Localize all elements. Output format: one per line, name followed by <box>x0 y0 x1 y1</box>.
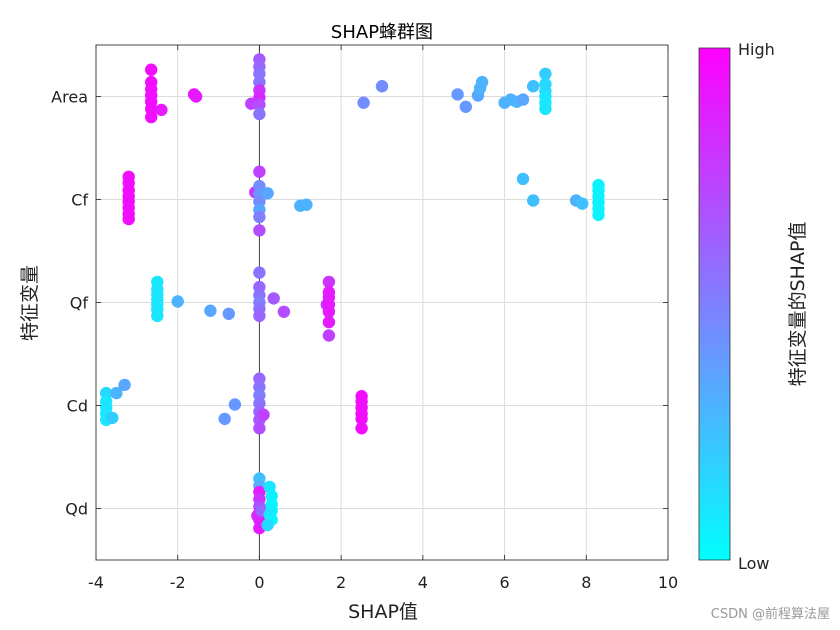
point-qf <box>322 315 336 329</box>
y-tick-label: Qf <box>70 294 89 313</box>
colorbar-high-label: High <box>738 40 775 59</box>
x-tick-label: -4 <box>88 573 104 592</box>
point-qf <box>253 266 266 279</box>
point-area <box>516 93 530 106</box>
x-axis-label: SHAP值 <box>348 601 418 623</box>
point-area <box>357 96 370 109</box>
point-cd <box>106 411 119 425</box>
point-cd <box>257 408 270 421</box>
point-cf <box>576 197 589 210</box>
point-cd <box>253 422 266 435</box>
point-cd <box>228 398 242 411</box>
series-cd <box>100 372 368 435</box>
x-tick-label: -2 <box>170 573 186 592</box>
y-tick-label: Area <box>51 88 88 107</box>
point-area <box>539 102 552 116</box>
point-cd <box>355 422 368 435</box>
point-cf <box>300 198 313 211</box>
point-cf <box>527 194 540 207</box>
series-qd <box>251 472 278 535</box>
point-area <box>189 90 203 103</box>
point-cf <box>516 172 530 186</box>
point-cd <box>118 378 131 392</box>
point-area <box>539 67 552 81</box>
point-cf <box>253 165 266 178</box>
series-qf <box>151 266 336 342</box>
point-area <box>459 100 472 114</box>
point-area <box>451 88 464 101</box>
colorbar-low-label: Low <box>738 554 770 573</box>
x-tick-label: 0 <box>254 573 264 592</box>
point-area <box>253 98 266 111</box>
point-cf <box>592 208 605 222</box>
point-area <box>475 75 489 89</box>
point-cf <box>253 224 266 237</box>
point-qf <box>267 292 280 305</box>
point-qf <box>277 305 291 318</box>
point-cd <box>110 386 123 400</box>
series-area <box>145 53 552 124</box>
chart-title: SHAP蜂群图 <box>331 22 433 43</box>
y-tick-label: Cd <box>67 397 88 416</box>
plot-area <box>95 44 669 561</box>
colorbar: High Low 特征变量的SHAP值 <box>698 40 809 573</box>
y-axis-ticks: Area Cf Qf Cd Qd <box>51 88 668 519</box>
y-axis-label: 特征变量 <box>19 265 41 341</box>
point-cf <box>253 210 266 224</box>
x-tick-label: 4 <box>418 573 428 592</box>
point-area <box>155 103 168 117</box>
point-qf <box>322 275 336 289</box>
point-cf <box>122 212 135 226</box>
watermark: CSDN @前程算法屋 <box>711 606 830 622</box>
x-tick-label: 2 <box>336 573 346 592</box>
x-tick-label: 10 <box>658 573 678 592</box>
point-qf <box>204 304 217 317</box>
point-cd <box>355 412 368 426</box>
point-qf <box>322 329 336 342</box>
point-qd <box>261 518 274 532</box>
point-area <box>145 110 158 124</box>
point-qf <box>322 305 336 318</box>
x-axis-ticks: -4 -2 0 2 4 6 8 10 <box>88 45 678 592</box>
point-qf <box>171 295 184 308</box>
colorbar-gradient <box>698 47 731 561</box>
x-tick-label: 8 <box>581 573 591 592</box>
point-qf <box>151 309 164 323</box>
point-qf <box>222 307 235 320</box>
y-tick-label: Cf <box>71 191 88 210</box>
point-qf <box>253 309 266 323</box>
y-tick-label: Qd <box>65 500 88 519</box>
series-cf <box>122 165 605 237</box>
point-area <box>527 80 540 93</box>
point-area <box>145 63 158 76</box>
point-cd <box>218 412 231 426</box>
point-area <box>375 80 389 93</box>
point-area <box>253 107 266 121</box>
colorbar-title: 特征变量的SHAP值 <box>787 222 809 387</box>
point-cf <box>261 187 274 200</box>
x-tick-label: 6 <box>499 573 509 592</box>
